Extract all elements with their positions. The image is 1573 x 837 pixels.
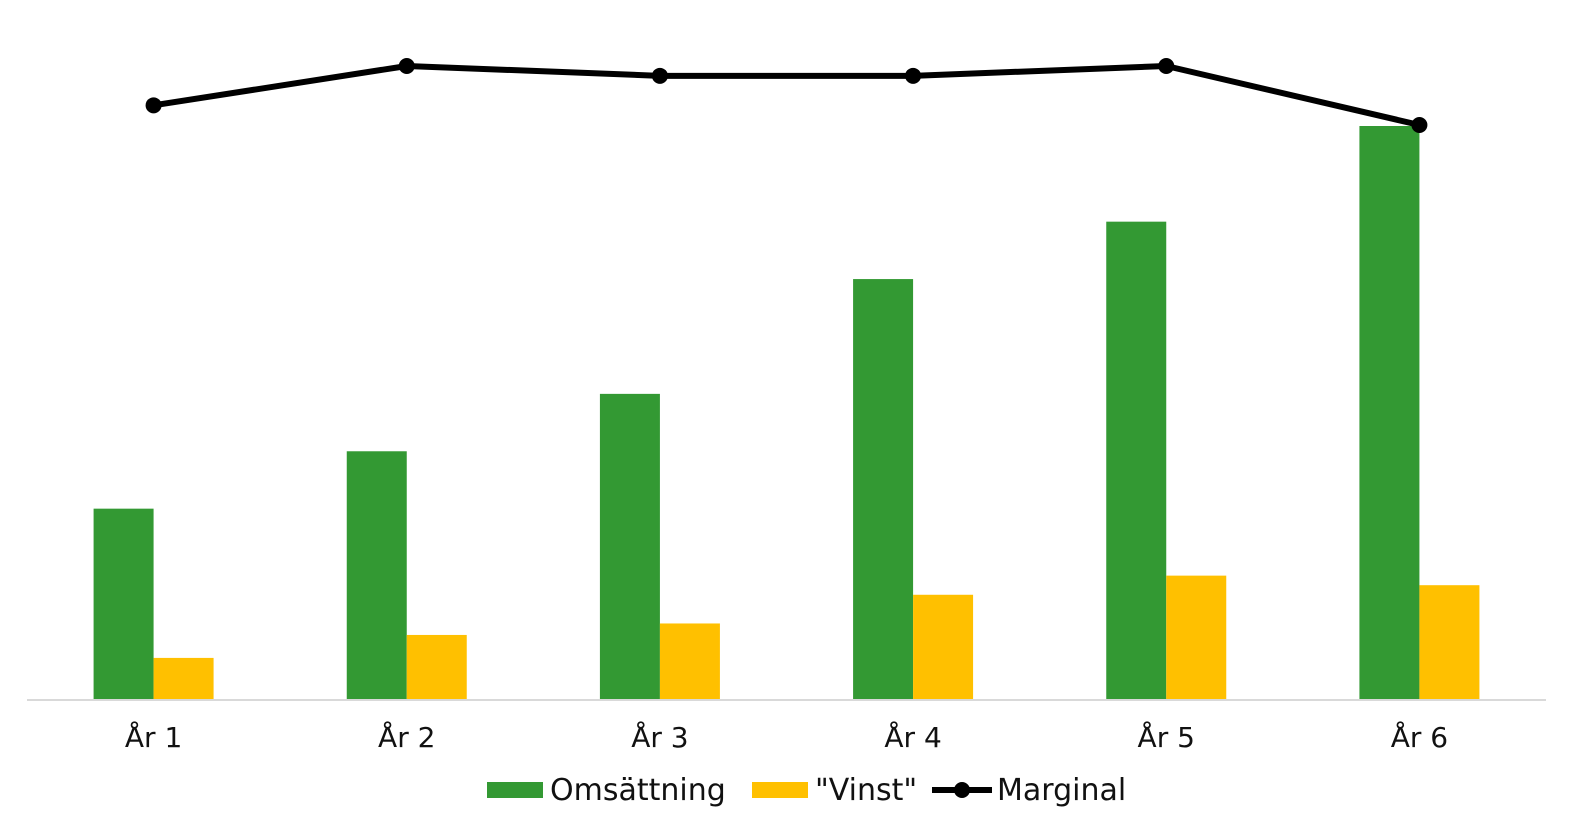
bar-vinst-6 [1419,585,1480,700]
bar-omsattning-6 [1359,126,1420,700]
marginal-point-5 [1158,58,1175,74]
x-tick-label-4: År 4 [884,720,941,754]
x-tick-label-3: År 3 [631,720,688,754]
bar-omsattning-3 [599,393,660,700]
legend-item-marginal: Marginal [932,773,1126,808]
legend-swatch-vinst [752,782,808,798]
x-tick-label-2: År 2 [378,720,435,754]
legend-item-vinst: "Vinst" [752,773,917,808]
bar-omsattning-4 [853,279,914,700]
marginal-line [153,63,1421,128]
bar-layer [93,126,1480,700]
x-tick-label-1: År 1 [125,720,182,754]
legend-swatch-omsattning [487,782,543,798]
legend-label-marginal: Marginal [997,773,1126,808]
bar-omsattning-5 [1106,221,1167,700]
bar-omsattning-2 [346,451,407,700]
bar-vinst-2 [406,634,467,700]
x-tick-label-5: År 5 [1138,720,1195,754]
marginal-point-2 [398,58,415,74]
legend-item-omsattning: Omsättning [487,773,726,808]
marginal-point-6 [1411,117,1428,133]
x-tick-labels: År 1 År 2 År 3 År 4 År 5 År 6 [125,720,1448,754]
legend-marker-marginal [954,782,970,798]
legend-label-vinst: "Vinst" [815,773,917,808]
legend: Omsättning "Vinst" Marginal [487,773,1126,808]
bar-vinst-5 [1166,575,1227,700]
marginal-point-3 [651,67,668,84]
bar-vinst-4 [913,594,974,700]
marginal-point-1 [145,97,162,114]
x-tick-label-6: År 6 [1391,720,1448,754]
legend-label-omsattning: Omsättning [550,773,726,808]
bar-omsattning-1 [93,508,154,700]
marginal-point-4 [905,67,922,84]
line-series-layer [145,58,1428,133]
bar-vinst-3 [659,623,720,700]
bar-vinst-1 [153,657,214,700]
